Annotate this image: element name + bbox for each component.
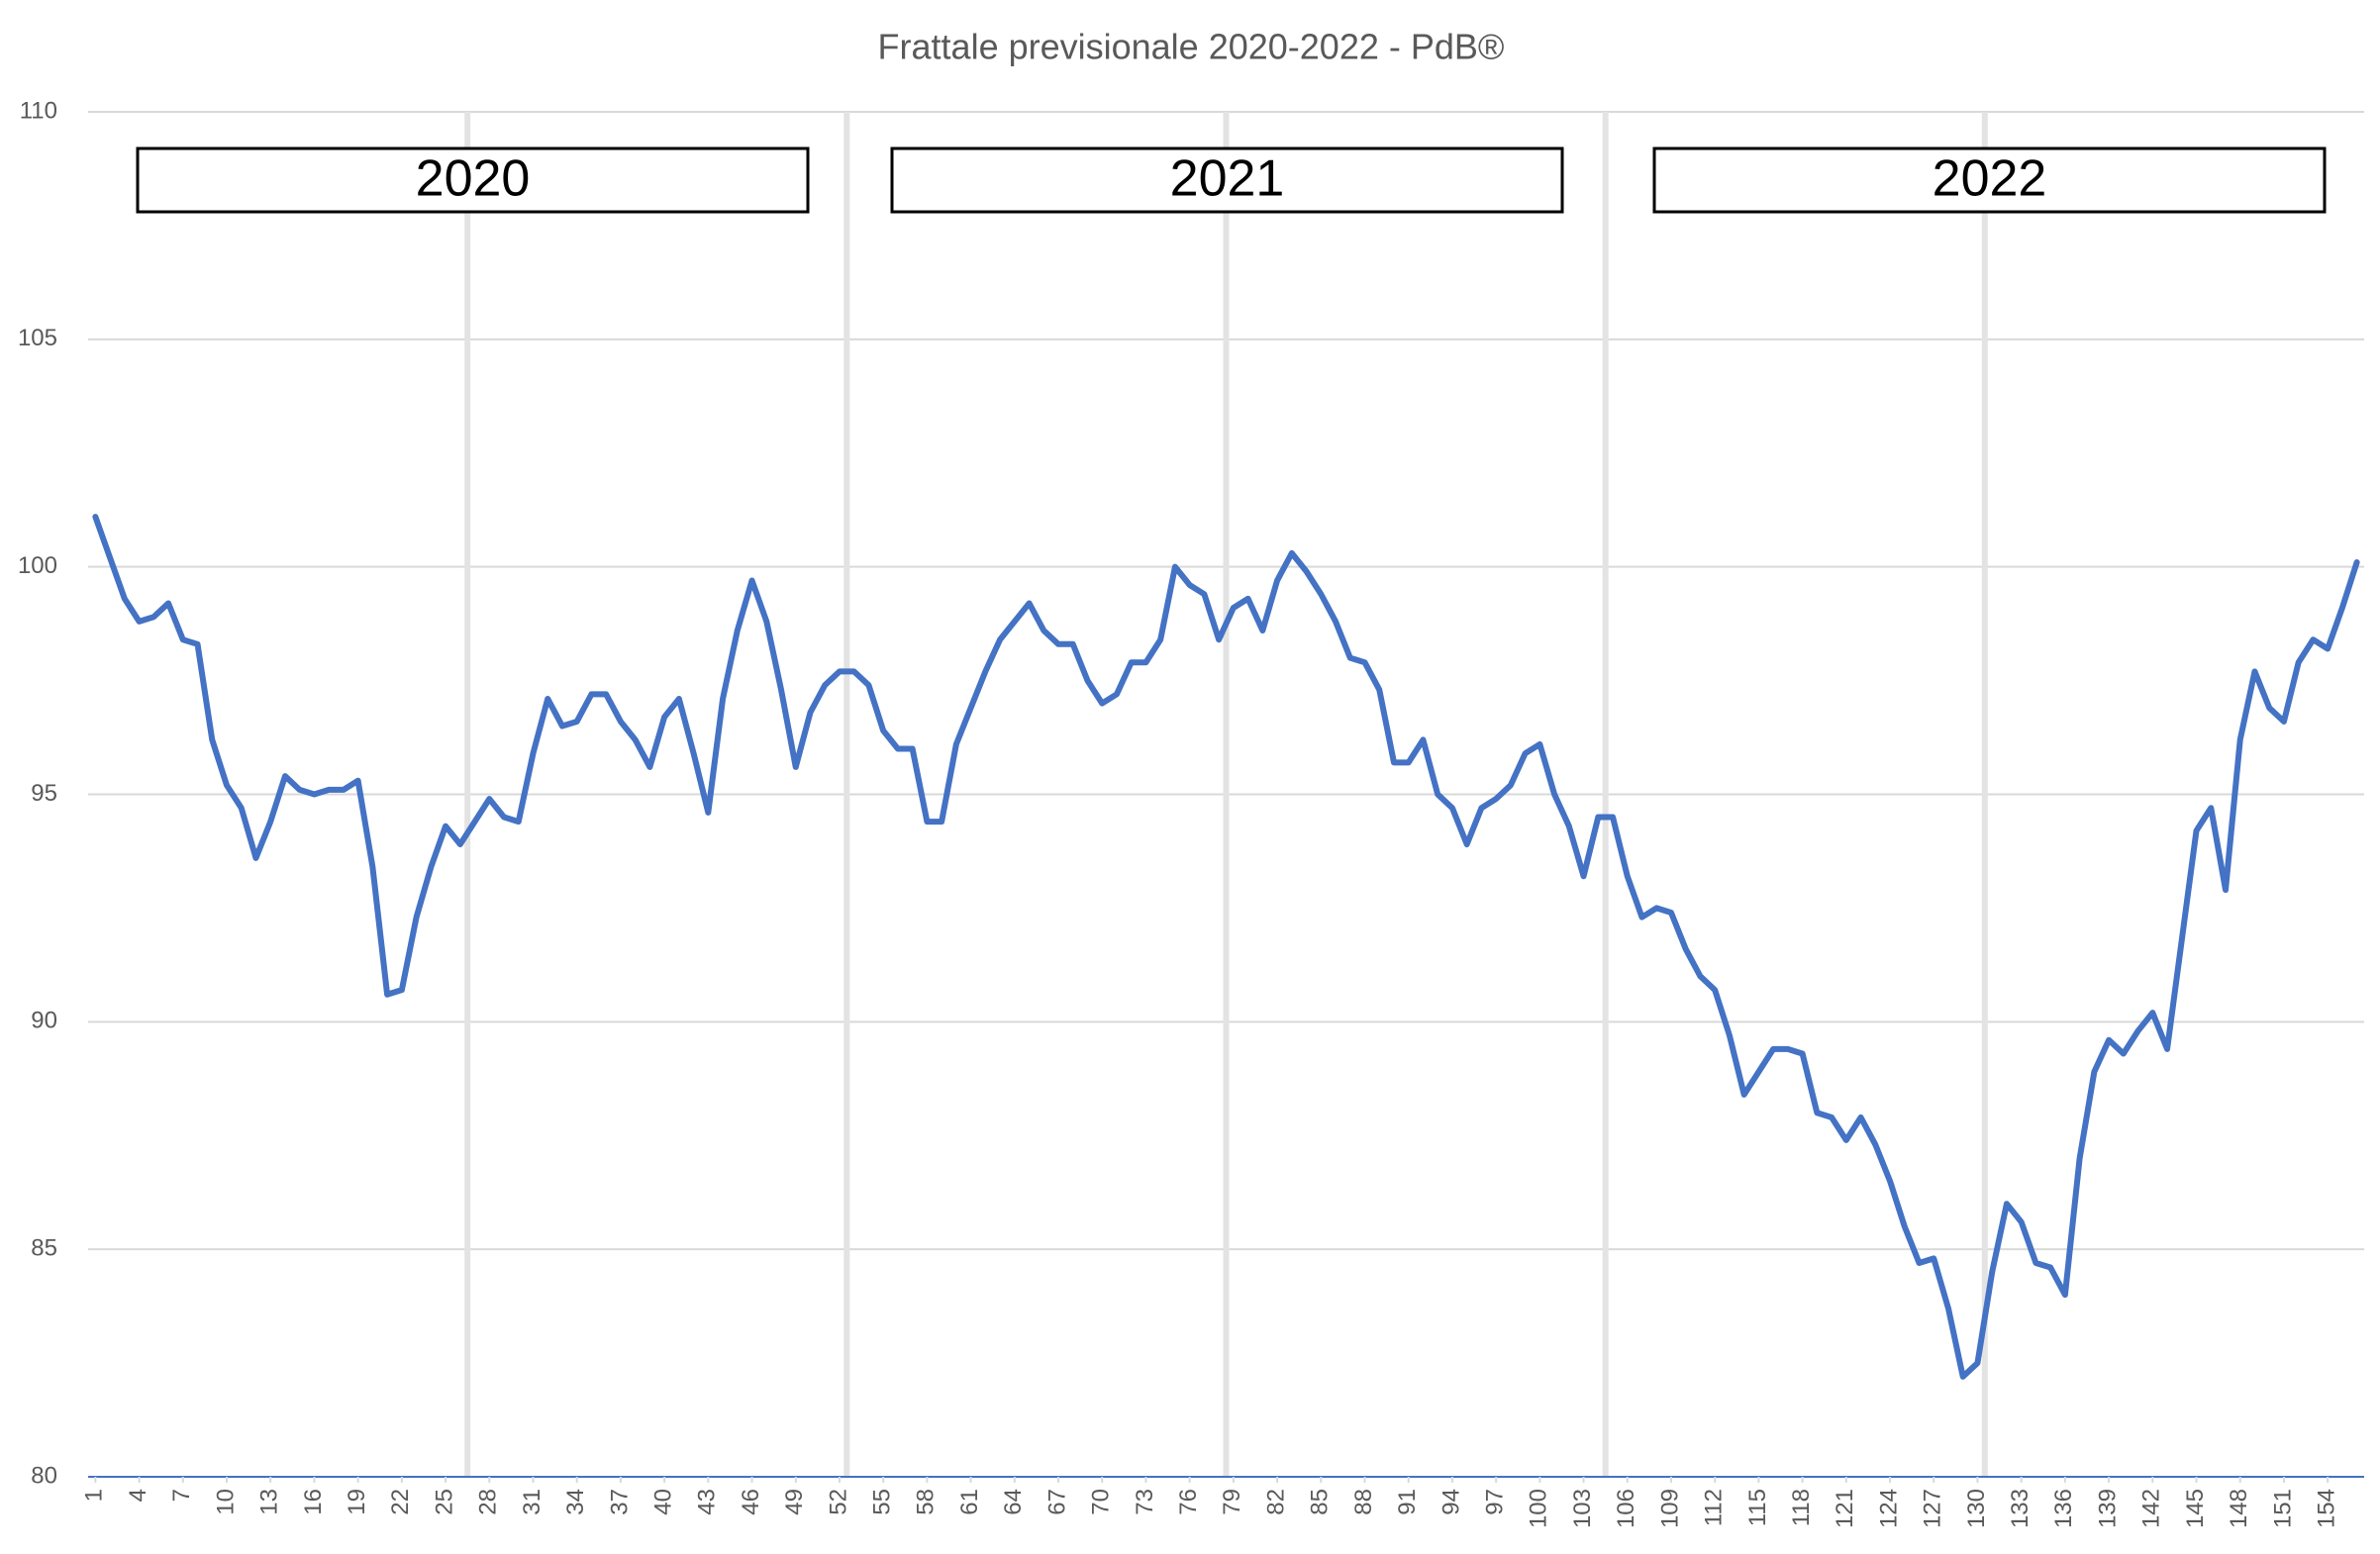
- x-tick-label: 100: [1526, 1489, 1552, 1528]
- x-tick-label: 79: [1219, 1489, 1245, 1515]
- x-tick-label: 85: [1307, 1489, 1334, 1515]
- x-tick-label: 127: [1920, 1489, 1946, 1528]
- x-tick-label: 76: [1175, 1489, 1202, 1515]
- x-tick-label: 112: [1701, 1489, 1728, 1526]
- x-tick-label: 154: [2314, 1489, 2340, 1528]
- x-tick-label: 43: [694, 1489, 721, 1515]
- x-tick-label: 40: [649, 1489, 676, 1515]
- x-tick-label: 34: [562, 1489, 589, 1515]
- x-tick-label: 109: [1656, 1489, 1683, 1528]
- y-tick-label: 100: [18, 552, 57, 579]
- y-tick-label: 90: [31, 1008, 57, 1034]
- x-tick-label: 64: [1000, 1489, 1027, 1515]
- x-tick-label: 28: [475, 1489, 502, 1515]
- x-tick-label: 94: [1438, 1489, 1464, 1515]
- x-tick-label: 70: [1088, 1489, 1115, 1515]
- x-tick-label: 31: [519, 1489, 545, 1515]
- x-tick-label: 22: [387, 1489, 414, 1515]
- x-tick-label: 67: [1043, 1489, 1070, 1515]
- x-tick-label: 91: [1394, 1489, 1421, 1515]
- x-tick-label: 73: [1132, 1489, 1158, 1515]
- chart-title: Frattale previsionale 2020-2022 - PdB®: [878, 27, 1505, 67]
- x-tick-label: 13: [256, 1489, 283, 1515]
- year-label: 2021: [1170, 150, 1285, 208]
- x-tick-label: 7: [168, 1489, 195, 1502]
- y-tick-label: 85: [31, 1235, 57, 1262]
- x-tick-label: 142: [2138, 1489, 2165, 1528]
- y-tick-label: 95: [31, 780, 57, 807]
- x-tick-label: 1: [81, 1489, 108, 1502]
- x-tick-label: 46: [738, 1489, 764, 1515]
- year-box: [890, 146, 1564, 214]
- y-tick-label: 80: [31, 1462, 57, 1489]
- y-tick-label: 110: [20, 97, 57, 124]
- x-tick-label: 58: [913, 1489, 940, 1515]
- x-tick-label: 88: [1350, 1489, 1377, 1515]
- x-tick-label: 148: [2226, 1489, 2252, 1528]
- x-tick-label: 130: [1963, 1489, 1990, 1528]
- x-tick-label: 37: [606, 1489, 633, 1515]
- x-tick-label: 4: [125, 1489, 151, 1502]
- year-label: 2022: [1933, 150, 2047, 208]
- x-tick-label: 121: [1832, 1489, 1858, 1528]
- x-tick-label: 97: [1481, 1489, 1508, 1515]
- data-line: [92, 514, 2360, 1380]
- x-tick-label: 25: [431, 1489, 457, 1515]
- year-label: 2020: [416, 150, 531, 208]
- x-tick-label: 55: [869, 1489, 896, 1515]
- x-tick-label: 16: [300, 1489, 327, 1515]
- x-tick-label: 106: [1613, 1489, 1639, 1528]
- x-tick-label: 136: [2050, 1489, 2077, 1528]
- x-tick-label: 115: [1744, 1489, 1771, 1526]
- x-tick-label: 52: [825, 1489, 851, 1515]
- x-tick-label: 124: [1875, 1489, 1902, 1528]
- x-tick-label: 19: [344, 1489, 370, 1515]
- x-tick-label: 49: [781, 1489, 808, 1515]
- x-tick-label: 139: [2094, 1489, 2121, 1528]
- x-tick-label: 151: [2269, 1489, 2296, 1528]
- x-tick-label: 82: [1262, 1489, 1289, 1515]
- year-box: [1652, 146, 2327, 214]
- x-tick-label: 103: [1569, 1489, 1596, 1528]
- y-tick-label: 105: [18, 325, 57, 351]
- x-tick-label: 145: [2182, 1489, 2209, 1528]
- x-tick-label: 118: [1788, 1489, 1815, 1526]
- x-tick-label: 61: [956, 1489, 983, 1515]
- year-box: [136, 146, 810, 214]
- x-tick-label: 133: [2007, 1489, 2033, 1528]
- x-tick-label: 10: [212, 1489, 239, 1515]
